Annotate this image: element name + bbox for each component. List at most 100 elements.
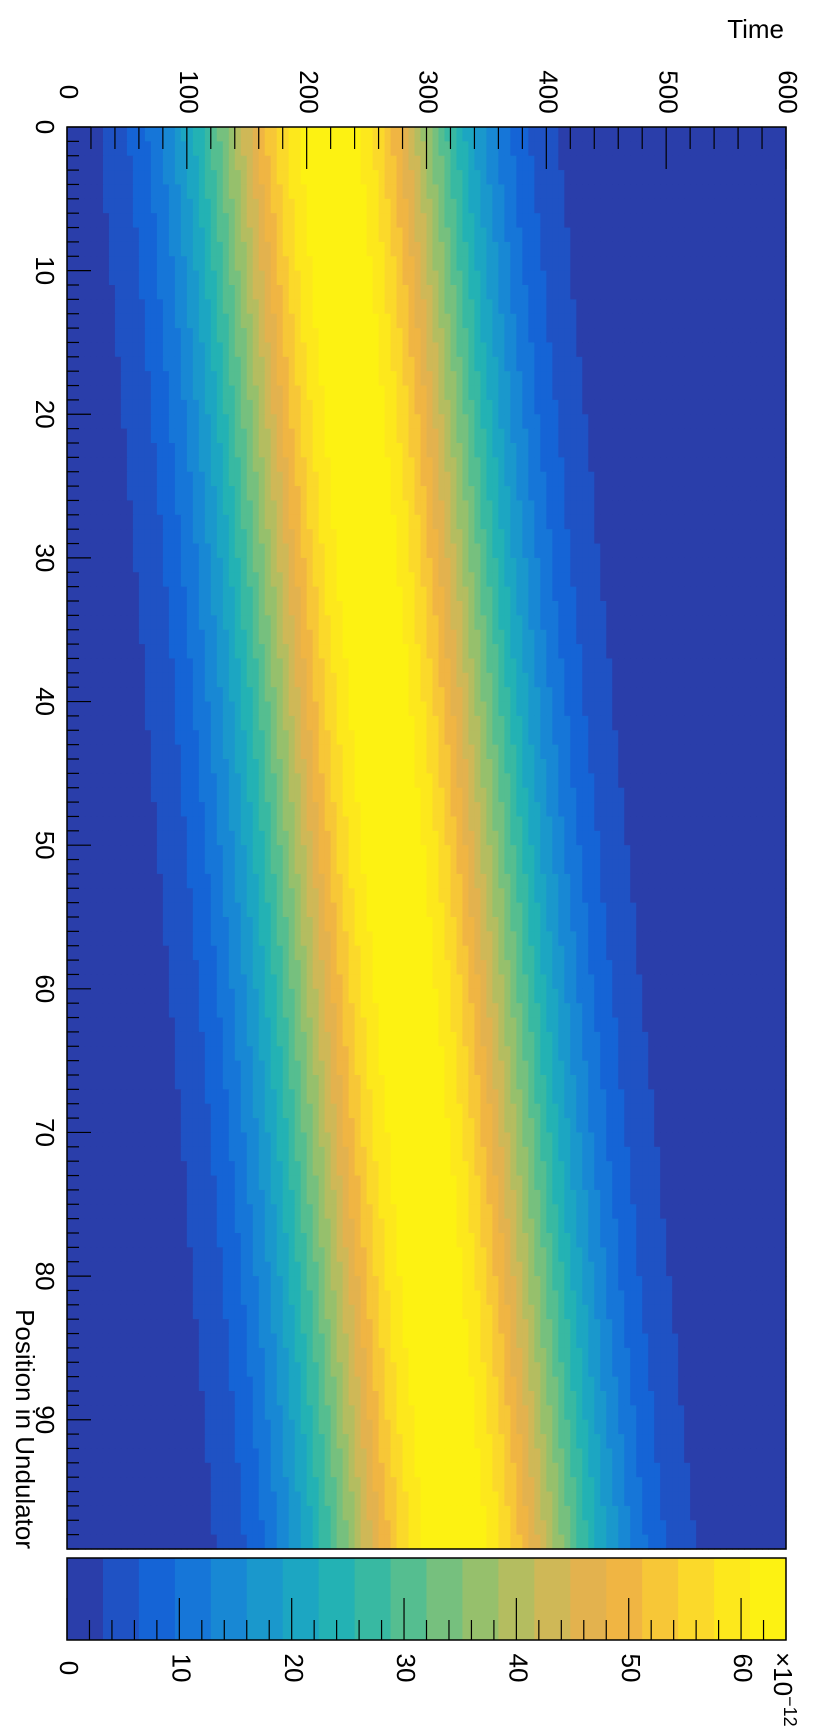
- heatmap-cell: [366, 514, 374, 530]
- heatmap-cell: [600, 213, 607, 229]
- heatmap-cell: [336, 572, 344, 588]
- heatmap-cell: [720, 399, 727, 415]
- heatmap-cell: [96, 457, 104, 473]
- heatmap-cell: [612, 313, 619, 329]
- heatmap-cell: [474, 601, 482, 616]
- heatmap-cell: [132, 572, 140, 588]
- heatmap-cell: [366, 443, 374, 458]
- heatmap-cell: [270, 514, 278, 530]
- heatmap-cell: [270, 328, 278, 344]
- heatmap-cell: [138, 213, 146, 229]
- heatmap-cell: [102, 572, 110, 588]
- heatmap-cell: [72, 141, 80, 157]
- heatmap-cell: [522, 443, 529, 458]
- heatmap-cell: [390, 399, 398, 415]
- heatmap-cell: [366, 213, 374, 229]
- heatmap-cell: [162, 285, 170, 300]
- heatmap-cell: [150, 155, 158, 171]
- heatmap-cell: [468, 141, 476, 157]
- heatmap-cell: [726, 256, 733, 272]
- heatmap-cell: [402, 313, 410, 329]
- heatmap-cell: [174, 270, 182, 286]
- heatmap-cell: [330, 184, 338, 200]
- heatmap-cell: [198, 615, 206, 631]
- heatmap-cell: [330, 127, 338, 142]
- heatmap-cell: [162, 529, 170, 545]
- heatmap-cell: [708, 658, 715, 674]
- heatmap-cell: [156, 687, 164, 703]
- heatmap-cell: [420, 170, 428, 186]
- heatmap-cell: [204, 672, 212, 688]
- heatmap-cell: [132, 615, 140, 631]
- heatmap-cell: [324, 672, 332, 688]
- heatmap-cell: [258, 198, 266, 214]
- heatmap-cell: [630, 572, 637, 588]
- heatmap-cell: [528, 586, 535, 602]
- heatmap-cell: [270, 615, 278, 631]
- heatmap-cell: [210, 170, 218, 186]
- heatmap-cell: [714, 227, 721, 243]
- heatmap-cell: [216, 184, 224, 200]
- heatmap-cell: [246, 328, 254, 344]
- heatmap-cell: [84, 414, 92, 430]
- heatmap-cell: [348, 701, 356, 717]
- heatmap-cell: [180, 658, 188, 674]
- heatmap-cell: [744, 500, 751, 516]
- heatmap-cell: [774, 428, 781, 444]
- heatmap-cell: [204, 342, 212, 358]
- heatmap-cell: [684, 155, 691, 171]
- heatmap-cell: [474, 399, 482, 415]
- heatmap-cell: [636, 500, 643, 516]
- heatmap-cell: [246, 241, 254, 257]
- heatmap-cell: [570, 557, 577, 573]
- heatmap-cell: [492, 644, 499, 660]
- heatmap-cell: [222, 414, 230, 430]
- heatmap-cell: [234, 644, 242, 660]
- heatmap-cell: [396, 184, 404, 200]
- heatmap-cell: [552, 557, 559, 573]
- heatmap-cell: [570, 328, 577, 344]
- heatmap-cell: [138, 514, 146, 530]
- heatmap-cell: [540, 471, 547, 487]
- heatmap-cell: [540, 342, 547, 358]
- heatmap-cell: [330, 256, 338, 272]
- heatmap-cell: [90, 256, 98, 272]
- heatmap-cell: [204, 557, 212, 573]
- heatmap-cell: [642, 414, 649, 430]
- heatmap-cell: [192, 270, 200, 286]
- heatmap-cell: [744, 629, 751, 645]
- heatmap-cell: [672, 213, 679, 229]
- heatmap-cell: [336, 270, 344, 286]
- heatmap-cell: [480, 658, 488, 674]
- heatmap-cell: [438, 514, 446, 530]
- heatmap-cell: [630, 529, 637, 545]
- heatmap-cell: [186, 328, 194, 344]
- heatmap-cell: [330, 658, 338, 674]
- heatmap-cell: [564, 328, 571, 344]
- heatmap-cell: [648, 457, 655, 473]
- heatmap-cell: [414, 155, 422, 171]
- heatmap-cell: [150, 256, 158, 272]
- heatmap-cell: [102, 500, 110, 516]
- heatmap-cell: [612, 543, 619, 559]
- heatmap-cell: [120, 328, 128, 344]
- heatmap-cell: [726, 701, 733, 717]
- heatmap-cell: [582, 572, 589, 588]
- heatmap-cell: [474, 213, 482, 229]
- heatmap-cell: [67, 672, 74, 688]
- heatmap-cell: [246, 184, 254, 200]
- heatmap-cell: [234, 615, 242, 631]
- heatmap-cell: [690, 658, 697, 674]
- heatmap-cell: [762, 399, 769, 415]
- heatmap-cell: [618, 227, 625, 243]
- heatmap-cell: [630, 155, 637, 171]
- heatmap-cell: [528, 227, 535, 243]
- heatmap-cell: [450, 672, 458, 688]
- heatmap-cell: [222, 601, 230, 616]
- heatmap-cell: [276, 356, 284, 372]
- heatmap-cell: [378, 514, 386, 530]
- heatmap-cell: [744, 529, 751, 545]
- heatmap-cell: [228, 629, 236, 645]
- heatmap-cell: [252, 500, 260, 516]
- heatmap-cell: [468, 644, 476, 660]
